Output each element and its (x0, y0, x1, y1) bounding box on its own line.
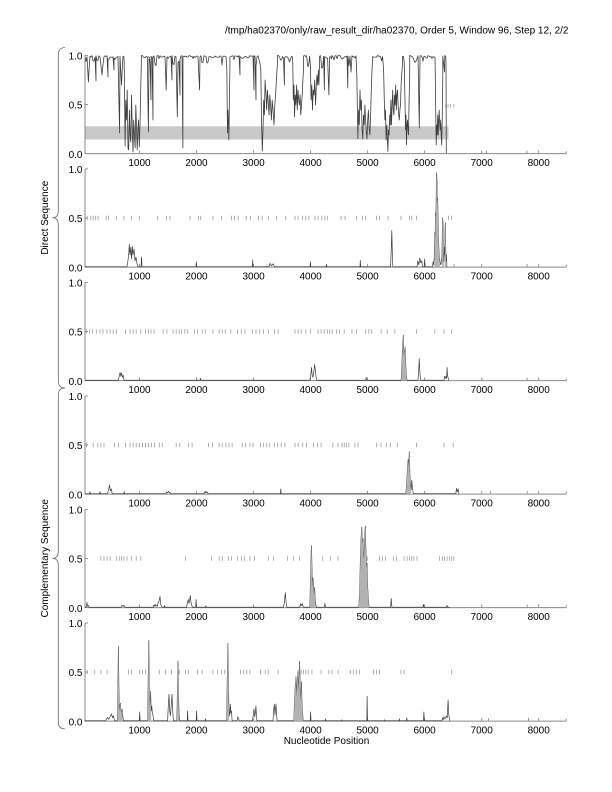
svg-text:5000: 5000 (356, 385, 379, 396)
svg-text:1000: 1000 (128, 385, 151, 396)
svg-text:0.5: 0.5 (69, 668, 83, 679)
svg-text:1.0: 1.0 (69, 506, 83, 517)
svg-text:1000: 1000 (128, 612, 151, 623)
svg-text:2000: 2000 (185, 272, 208, 283)
svg-text:0.0: 0.0 (69, 377, 83, 388)
svg-text:1000: 1000 (128, 272, 151, 283)
svg-text:1000: 1000 (128, 726, 151, 737)
svg-text:3000: 3000 (242, 385, 265, 396)
svg-text:7000: 7000 (471, 612, 494, 623)
svg-text:3000: 3000 (242, 726, 265, 737)
svg-text:0.5: 0.5 (69, 214, 83, 225)
svg-text:4000: 4000 (299, 385, 322, 396)
svg-text:8000: 8000 (528, 499, 551, 510)
svg-text:0.5: 0.5 (69, 555, 83, 566)
svg-text:4000: 4000 (299, 272, 322, 283)
svg-text:0.5: 0.5 (69, 328, 83, 339)
svg-text:4000: 4000 (299, 726, 322, 737)
svg-text:0.0: 0.0 (69, 490, 83, 501)
svg-text:1.0: 1.0 (69, 619, 83, 630)
svg-text:6000: 6000 (413, 158, 436, 169)
svg-text:7000: 7000 (471, 385, 494, 396)
svg-text:Nucleotide Position: Nucleotide Position (284, 736, 370, 747)
svg-text:7000: 7000 (471, 726, 494, 737)
svg-text:5000: 5000 (356, 726, 379, 737)
svg-text:3000: 3000 (242, 499, 265, 510)
svg-text:4000: 4000 (299, 612, 322, 623)
svg-text:6000: 6000 (413, 272, 436, 283)
svg-text:2000: 2000 (185, 499, 208, 510)
svg-text:0.5: 0.5 (69, 101, 83, 112)
svg-text:4000: 4000 (299, 499, 322, 510)
svg-text:0.5: 0.5 (69, 441, 83, 452)
svg-text:1.0: 1.0 (69, 52, 83, 63)
svg-text:2000: 2000 (185, 158, 208, 169)
svg-text:0.0: 0.0 (69, 717, 83, 728)
svg-text:7000: 7000 (471, 499, 494, 510)
svg-text:2000: 2000 (185, 726, 208, 737)
svg-text:1.0: 1.0 (69, 165, 83, 176)
svg-text:8000: 8000 (528, 612, 551, 623)
svg-text:3000: 3000 (242, 272, 265, 283)
svg-text:Complementary Sequence: Complementary Sequence (40, 499, 51, 618)
svg-text:1.0: 1.0 (69, 279, 83, 290)
svg-text:1000: 1000 (128, 499, 151, 510)
svg-text:5000: 5000 (356, 499, 379, 510)
svg-text:6000: 6000 (413, 499, 436, 510)
svg-text:5000: 5000 (356, 612, 379, 623)
svg-text:6000: 6000 (413, 385, 436, 396)
svg-text:2000: 2000 (185, 385, 208, 396)
svg-text:8000: 8000 (528, 272, 551, 283)
svg-text:8000: 8000 (528, 726, 551, 737)
svg-text:0.0: 0.0 (69, 150, 83, 161)
svg-text:6000: 6000 (413, 612, 436, 623)
svg-text:0.0: 0.0 (69, 604, 83, 615)
svg-text:1000: 1000 (128, 158, 151, 169)
svg-text:/tmp/ha02370/only/raw_result_d: /tmp/ha02370/only/raw_result_dir/ha02370… (225, 26, 569, 37)
svg-text:5000: 5000 (356, 158, 379, 169)
svg-text:4000: 4000 (299, 158, 322, 169)
svg-text:7000: 7000 (471, 158, 494, 169)
svg-text:3000: 3000 (242, 158, 265, 169)
svg-text:6000: 6000 (413, 726, 436, 737)
svg-text:2000: 2000 (185, 612, 208, 623)
svg-text:Direct Sequence: Direct Sequence (40, 180, 51, 254)
svg-text:7000: 7000 (471, 272, 494, 283)
svg-text:3000: 3000 (242, 612, 265, 623)
svg-text:1.0: 1.0 (69, 392, 83, 403)
svg-text:8000: 8000 (528, 158, 551, 169)
svg-text:8000: 8000 (528, 385, 551, 396)
svg-text:0.0: 0.0 (69, 263, 83, 274)
svg-text:5000: 5000 (356, 272, 379, 283)
